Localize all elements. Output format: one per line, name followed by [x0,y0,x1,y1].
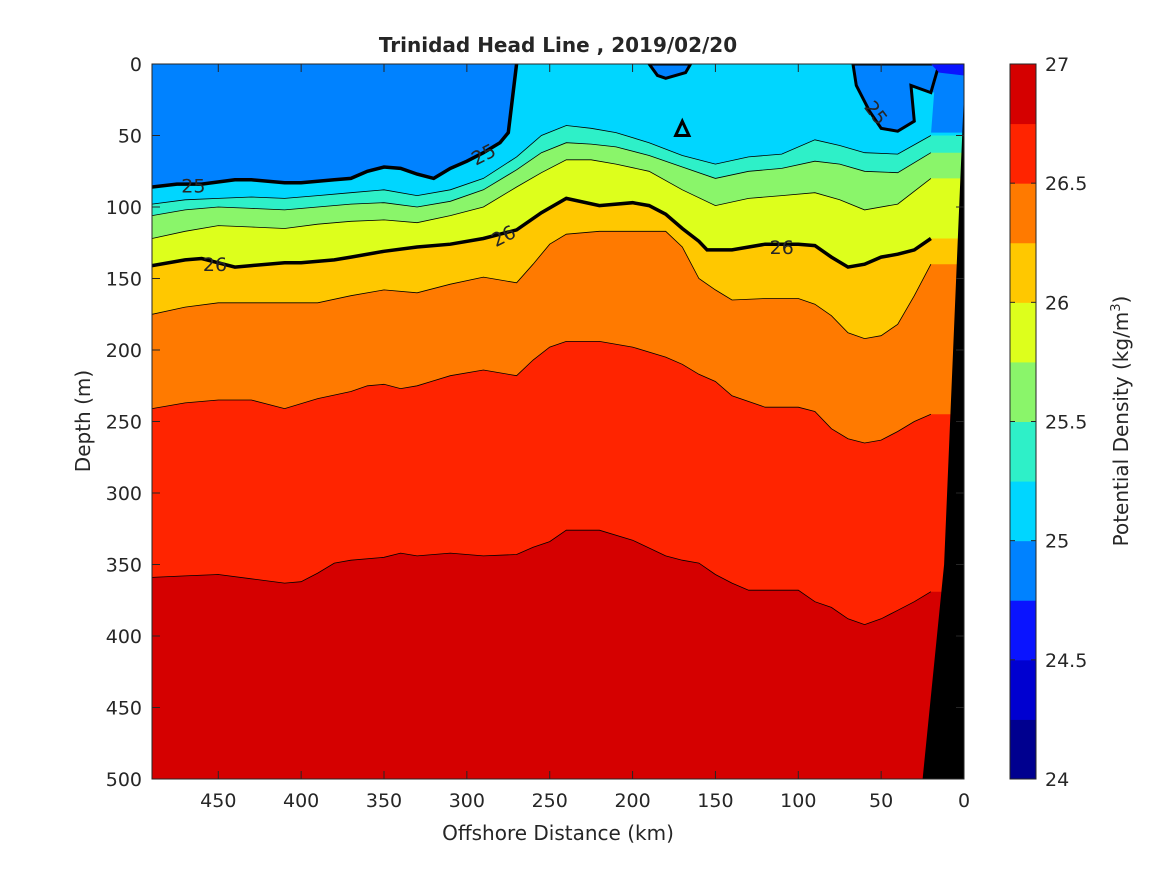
isopycnal-25 [152,64,519,189]
x-tick-label: 200 [614,790,650,812]
x-tick-label: 0 [958,790,970,812]
colorbar-swatch [1010,302,1036,363]
isopycnal-25.75 [152,159,932,239]
x-tick-label: 100 [780,790,816,812]
isopycnal-25.5 [152,142,932,216]
surface-lens-25 [647,64,693,80]
colorbar: 24 24.5 25 25.5 26 26.5 27 [1009,54,1087,791]
colorbar-swatch [1010,421,1036,482]
y-tick-label: 400 [106,626,142,648]
x-tick-label: 250 [532,790,568,812]
contour-label: 26 [203,254,227,276]
x-tick-label: 450 [200,790,236,812]
surface-features [647,64,964,137]
contour-label: 26 [770,237,794,259]
isopycnal-26.75 [152,529,932,626]
y-tick-label: 300 [106,483,142,505]
y-tick-label: 50 [118,126,142,148]
x-tick-label: 400 [283,790,319,812]
x-axis-label: Offshore Distance (km) [442,821,674,845]
y-axis: 0 50 100 150 200 250 300 350 400 450 500 [106,54,964,791]
y-axis-label: Depth (m) [71,370,95,472]
colorbar-tick-label: 24.5 [1045,650,1087,672]
plot-area [152,64,964,779]
colorbar-label: Potential Density (kg/m3) [1109,296,1133,547]
colorbar-swatch [1010,600,1036,661]
contour-label-group: 25 [181,176,205,198]
labelled-isopycnals [152,64,932,269]
x-axis: 450 400 350 300 250 200 150 100 50 0 [200,64,970,812]
y-tick-label: 350 [106,555,142,577]
contour-label-group: 26 [203,254,227,276]
y-tick-label: 450 [106,698,142,720]
colorbar-swatch [1010,361,1036,422]
isopycnal-26 [152,196,932,269]
colorbar-swatch [1010,719,1036,780]
coastal-lens-25 [851,64,941,133]
x-tick-label: 50 [869,790,893,812]
isopycnal-26.25 [152,230,932,340]
isopycnal-lines [152,125,932,626]
colorbar-swatch [1010,242,1036,303]
isopycnal-26.5 [152,341,932,444]
y-tick-label: 250 [106,412,142,434]
y-tick-label: 500 [106,769,142,791]
colorbar-swatch [1010,481,1036,542]
contour-label-group: 26 [770,237,794,259]
density-bands [152,64,964,779]
small-isopycnal-loop [673,117,692,137]
colorbar-swatch [1010,123,1036,184]
x-tick-label: 300 [449,790,485,812]
band-25-25.25 [508,64,935,165]
colorbar-label-main: Potential Density (kg/m [1109,312,1133,547]
band-26.75 [152,530,964,779]
x-tick-label: 350 [366,790,402,812]
y-tick-label: 100 [106,197,142,219]
colorbar-tick-label: 26 [1045,292,1069,314]
colorbar-tick-label: 24 [1045,769,1069,791]
colorbar-label-suffix: ) [1109,296,1133,304]
continental-shelf [922,92,964,779]
colorbar-label-superscript: 3 [1109,303,1124,311]
colorbar-swatch [1010,540,1036,601]
x-tick-label: 150 [697,790,733,812]
colorbar-swatch [1010,64,1036,125]
y-tick-label: 0 [130,54,142,76]
colorbar-tick-label: 25.5 [1045,412,1087,434]
colorbar-swatch [1010,659,1036,720]
colorbar-swatch [1010,183,1036,244]
surface-patch-24.75 [930,64,964,76]
y-tick-label: 150 [106,269,142,291]
contour-label: 25 [181,176,205,198]
isopycnal-25.25 [152,125,932,205]
chart-title: Trinidad Head Line , 2019/02/20 [379,33,737,57]
colorbar-tick-label: 27 [1045,54,1069,76]
colorbar-tick-label: 25 [1045,531,1069,553]
y-tick-label: 200 [106,340,142,362]
colorbar-tick-label: 26.5 [1045,173,1087,195]
